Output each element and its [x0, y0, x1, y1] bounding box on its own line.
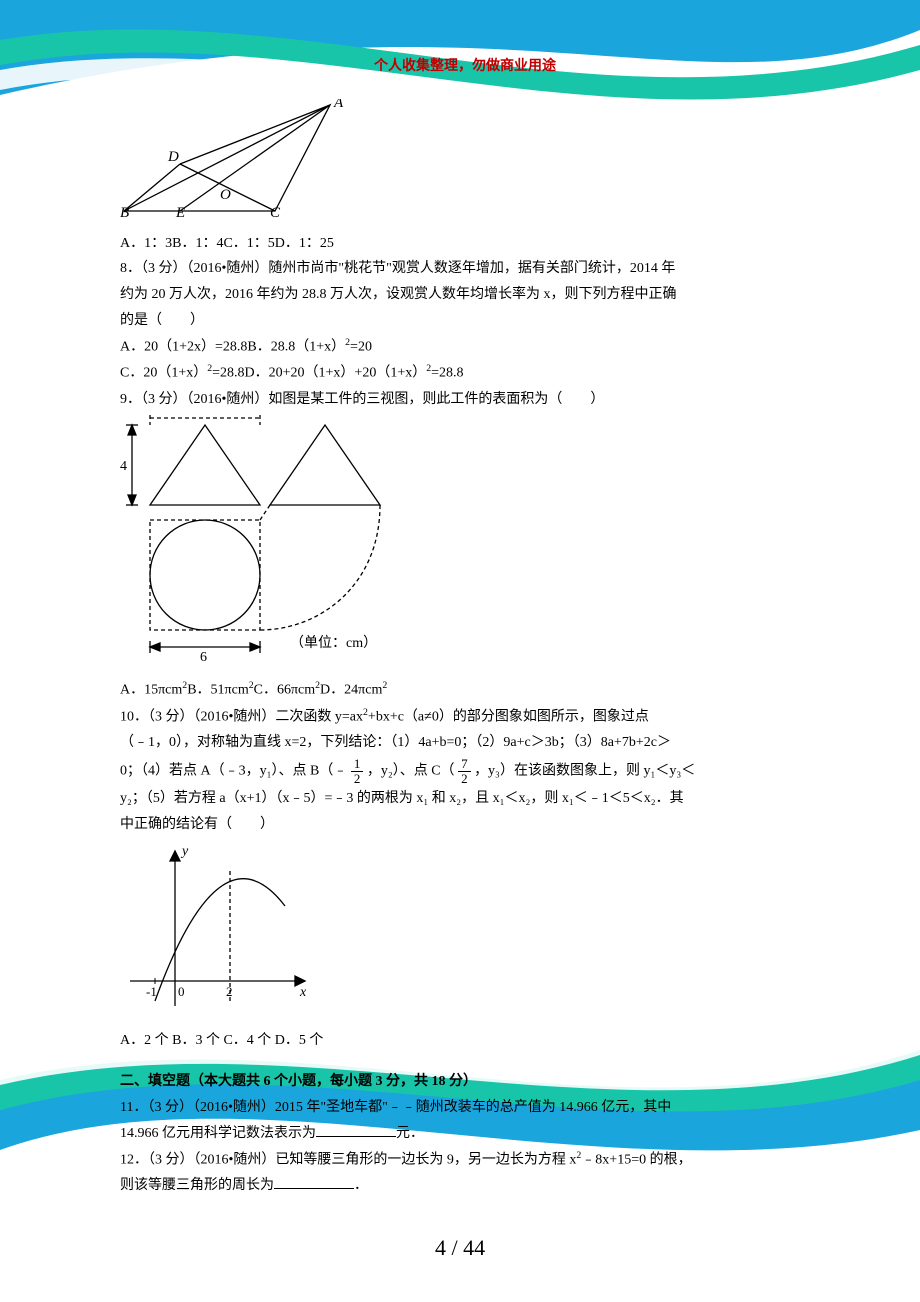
q8-line3: 的是（ ） [120, 309, 810, 333]
label-E: E [175, 205, 185, 219]
q12-line1: 12．（3 分）（2016•随州）已知等腰三角形的一边长为 9，另一边长为方程 … [120, 1148, 810, 1172]
q10-line4: y₂；（5）若方程 a（x+1）（x﹣5）=﹣3 的两根为 x₁ 和 x₂，且 … [120, 787, 810, 811]
label-O: O [220, 187, 231, 203]
q8-line1: 8．（3 分）（2016•随州）随州市尚市"桃花节"观赏人数逐年增加，据有关部门… [120, 257, 810, 281]
q9-stem: 9．（3 分）（2016•随州）如图是某工件的三视图，则此工件的表面积为（ ） [120, 388, 810, 412]
page-number: 4 / 44 [0, 1229, 920, 1266]
q9-figure: 4 6 （单位：cm） [120, 415, 810, 674]
tick-0: 0 [178, 984, 185, 999]
q10-line2: （﹣1，0），对称轴为直线 x=2，下列结论：（1）4a+b=0；（2）9a+c… [120, 731, 810, 755]
q10-figure: y x -1 0 2 [120, 841, 810, 1025]
q10-options: A．2 个 B．3 个 C．4 个 D．5 个 [120, 1029, 810, 1053]
blank-q12 [274, 1175, 354, 1189]
tick-neg1: -1 [146, 984, 157, 999]
section2-title: 二、填空题（本大题共 6 个小题，每小题 3 分，共 18 分） [120, 1070, 810, 1094]
q8-optA: A．20（1+2x）=28.8B．28.8（1+x）2=20 [120, 335, 810, 359]
unit-label: （单位：cm） [290, 635, 377, 651]
q11-line2: 14.966 亿元用科学记数法表示为元． [120, 1122, 810, 1146]
q11-line1: 11．（3 分）（2016•随州）2015 年"圣地车都"﹣﹣随州改装车的总产值… [120, 1096, 810, 1120]
label-B: B [120, 205, 129, 219]
header-notice: 个人收集整理，勿做商业用途 [120, 55, 810, 79]
q7-options: A．1：3B．1：4C．1：5D．1：25 [120, 232, 810, 256]
label-C: C [270, 205, 281, 219]
page-content: 个人收集整理，勿做商业用途 A B C D E O A．1：3B．1：4C．1：… [0, 0, 920, 1198]
q10-line3: 0；（4）若点 A（﹣3，y₁）、点 B（﹣ 12 ，y₂）、点 C（ 72 ，… [120, 757, 810, 785]
axis-x: x [299, 985, 307, 1000]
dim-6: 6 [200, 650, 207, 665]
q8-line2: 约为 20 万人次，2016 年约为 28.8 万人次，设观赏人数年均增长率为 … [120, 283, 810, 307]
q8-optC: C．20（1+x）2=28.8D．20+20（1+x）+20（1+x）2=28.… [120, 361, 810, 385]
q10-line5: 中正确的结论有（ ） [120, 813, 810, 837]
label-D: D [167, 149, 179, 165]
label-A: A [333, 99, 344, 111]
q9-options: A．15πcm2B．51πcm2C．66πcm2D．24πcm2 [120, 678, 810, 702]
q12-line2: 则该等腰三角形的周长为． [120, 1174, 810, 1198]
q7-figure: A B C D E O [120, 99, 810, 228]
tick-2: 2 [226, 984, 233, 999]
blank-q11 [316, 1123, 396, 1137]
dim-4: 4 [120, 459, 127, 474]
axis-y: y [180, 844, 189, 859]
q10-line1: 10．（3 分）（2016•随州）二次函数 y=ax2+bx+c（a≠0）的部分… [120, 705, 810, 729]
